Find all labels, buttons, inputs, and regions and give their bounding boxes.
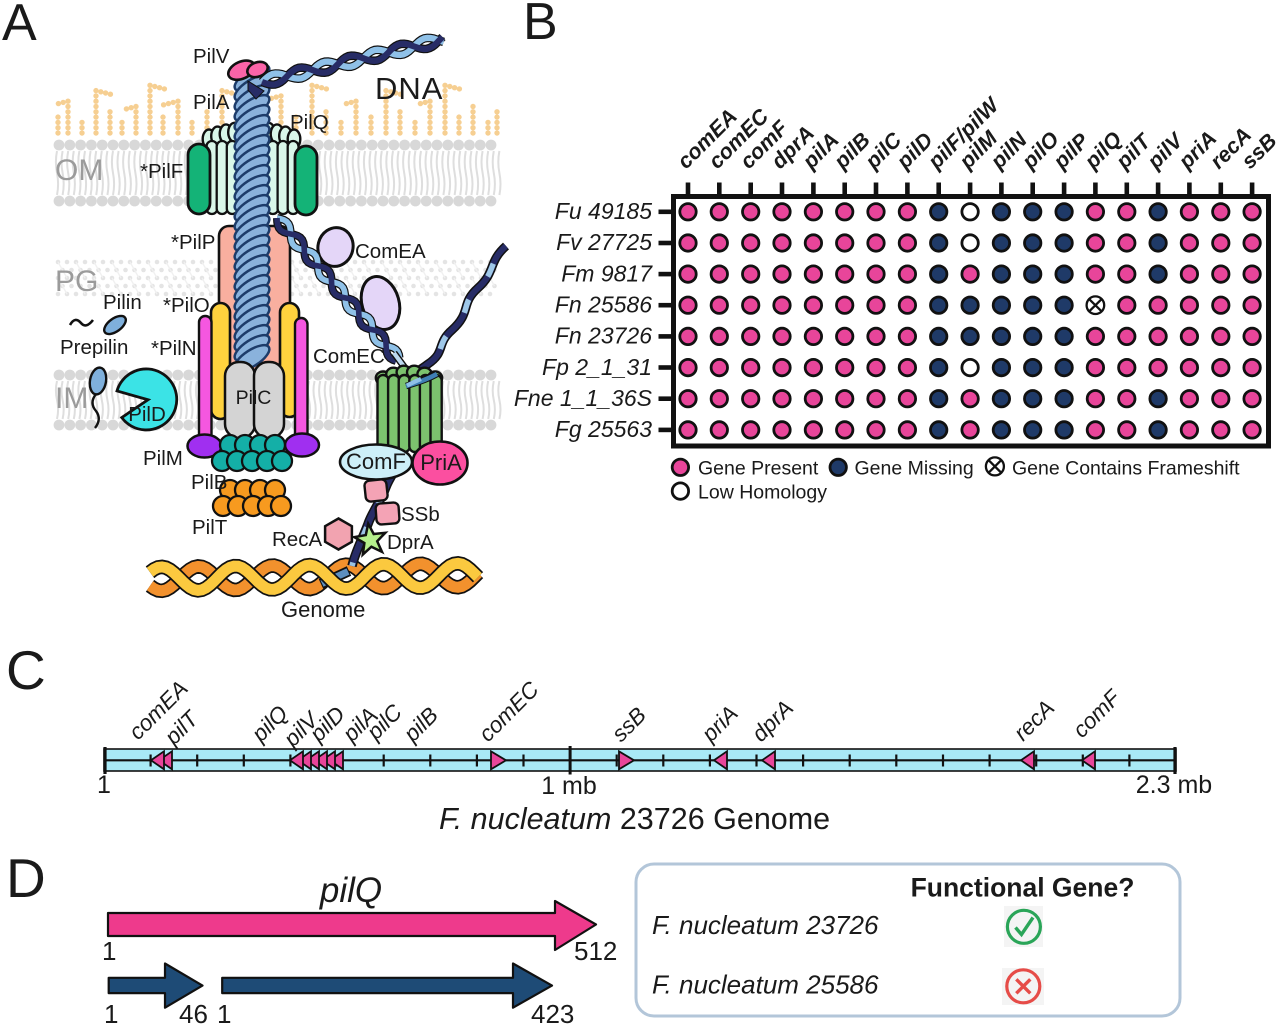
svg-text:423: 423: [531, 999, 574, 1026]
svg-text:2.3 mb: 2.3 mb: [1136, 771, 1212, 799]
svg-text:ComEC: ComEC: [313, 345, 385, 368]
svg-text:1: 1: [217, 999, 231, 1026]
svg-text:Fn 25586: Fn 25586: [555, 291, 652, 317]
svg-text:F. nucleatum 23726 Genome: F. nucleatum 23726 Genome: [439, 802, 830, 836]
svg-text:1: 1: [102, 936, 116, 966]
svg-text:Fp 2_1_31: Fp 2_1_31: [542, 354, 652, 380]
svg-text:1 mb: 1 mb: [541, 772, 597, 800]
svg-text:46: 46: [179, 999, 208, 1026]
svg-text:1: 1: [104, 999, 118, 1026]
svg-text:A: A: [2, 0, 37, 52]
svg-text:Pilin: Pilin: [103, 291, 142, 314]
svg-text:Fg 25563: Fg 25563: [555, 416, 652, 442]
svg-text:Gene Present: Gene Present: [698, 458, 819, 480]
svg-text:PilT: PilT: [192, 516, 228, 539]
svg-text:D: D: [6, 847, 46, 909]
svg-text:ComEA: ComEA: [355, 240, 426, 263]
svg-text:Gene Missing: Gene Missing: [855, 458, 974, 480]
svg-text:Fv 27725: Fv 27725: [556, 229, 652, 255]
svg-text:PilB: PilB: [191, 471, 227, 494]
svg-text:DNA: DNA: [375, 71, 443, 106]
svg-text:RecA: RecA: [272, 528, 322, 551]
svg-text:*PilP: *PilP: [171, 231, 215, 254]
svg-text:ComF: ComF: [346, 449, 406, 474]
svg-text:Fne 1_1_36S: Fne 1_1_36S: [514, 385, 653, 411]
svg-text:PilQ: PilQ: [290, 111, 329, 134]
svg-text:F. nucleatum 23726: F. nucleatum 23726: [652, 910, 879, 940]
svg-text:OM: OM: [55, 154, 103, 187]
svg-text:*PilN: *PilN: [151, 337, 197, 360]
svg-text:PilD: PilD: [128, 403, 166, 426]
svg-text:PilM: PilM: [143, 447, 183, 470]
svg-text:PG: PG: [55, 265, 98, 298]
svg-text:*PilF: *PilF: [140, 160, 183, 183]
svg-text:DprA: DprA: [387, 531, 434, 554]
svg-text:PilC: PilC: [236, 387, 272, 409]
svg-text:Fn 23726: Fn 23726: [555, 323, 652, 349]
svg-text:B: B: [523, 0, 558, 51]
svg-text:Gene Contains Frameshift: Gene Contains Frameshift: [1012, 458, 1240, 480]
svg-text:Genome: Genome: [281, 597, 365, 622]
svg-text:IM: IM: [55, 382, 88, 415]
svg-text:*PilO: *PilO: [163, 294, 210, 317]
svg-text:C: C: [6, 639, 46, 701]
svg-text:PilA: PilA: [193, 91, 230, 114]
svg-text:PriA: PriA: [420, 450, 462, 475]
svg-text:Functional Gene?: Functional Gene?: [911, 873, 1135, 903]
svg-text:Prepilin: Prepilin: [60, 336, 128, 359]
svg-text:SSb: SSb: [401, 503, 440, 526]
svg-text:PilV: PilV: [193, 45, 230, 68]
svg-text:pilQ: pilQ: [319, 871, 382, 910]
svg-text:Low Homology: Low Homology: [698, 482, 827, 504]
svg-text:1: 1: [97, 771, 111, 799]
svg-text:512: 512: [574, 936, 617, 966]
svg-text:Fm 9817: Fm 9817: [561, 260, 653, 286]
svg-text:F. nucleatum 25586: F. nucleatum 25586: [652, 970, 879, 1000]
svg-text:Fu 49185: Fu 49185: [555, 198, 652, 224]
